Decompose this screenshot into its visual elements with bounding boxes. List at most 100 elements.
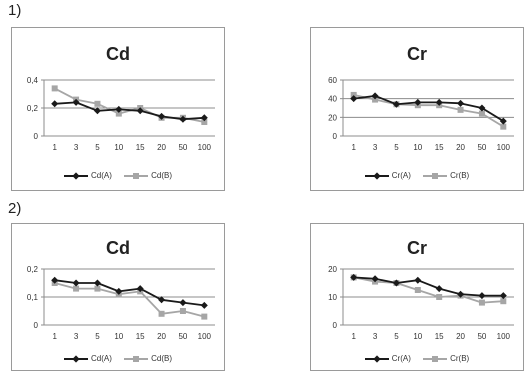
section-label-2: 2) <box>8 200 22 217</box>
x-tick-label: 50 <box>477 332 486 341</box>
y-tick-label: 60 <box>328 76 337 85</box>
data-point-a <box>392 279 400 287</box>
data-point-b <box>457 106 464 113</box>
legend-swatch-b <box>423 172 448 180</box>
series-line-b <box>54 282 205 318</box>
data-point-b <box>51 85 58 92</box>
x-tick-label: 10 <box>114 332 123 341</box>
data-point-a <box>392 100 400 108</box>
chart-title: Cr <box>406 238 427 258</box>
y-tick-label: 0 <box>34 321 39 330</box>
legend-item-b: Cr(B) <box>423 354 469 363</box>
chart-title: Cd <box>106 44 130 64</box>
data-point-a <box>158 112 166 120</box>
x-tick-label: 10 <box>114 143 123 152</box>
chart-title: Cd <box>106 238 130 258</box>
x-tick-label: 1 <box>351 143 356 152</box>
legend-label-a: Cr(A) <box>391 171 411 180</box>
chart-title: Cr <box>406 44 427 64</box>
data-point-a <box>499 117 507 125</box>
y-tick-label: 0,1 <box>27 293 39 302</box>
data-point-b <box>478 299 485 306</box>
data-point-a <box>72 98 80 106</box>
data-point-b <box>115 110 122 117</box>
data-point-a <box>435 285 443 293</box>
legend: Cd(A) Cd(B) <box>12 354 224 365</box>
legend-swatch-b <box>423 355 448 363</box>
data-point-a <box>93 279 101 287</box>
plot-area: 0 0,2 0,4 1 3 5 10 15 20 50 100 <box>27 76 215 152</box>
data-point-b <box>201 119 208 125</box>
legend: Cd(A) Cd(B) <box>12 171 224 182</box>
x-tick-label: 100 <box>497 332 511 341</box>
chart-cr-2: Cr 0 10 20 1 3 5 10 15 20 50 100 Cr(A) Cr(B) <box>310 223 524 371</box>
data-point-b <box>73 285 80 292</box>
data-point-a <box>158 296 166 304</box>
x-tick-label: 50 <box>178 332 187 341</box>
y-tick-label: 0 <box>333 132 338 141</box>
legend-label-b: Cd(B) <box>151 171 172 180</box>
x-tick-label: 5 <box>95 143 100 152</box>
x-tick-label: 100 <box>198 332 212 341</box>
data-point-a <box>93 107 101 115</box>
y-tick-label: 20 <box>328 265 337 274</box>
section-label-1: 1) <box>8 2 22 19</box>
data-point-a <box>435 98 443 106</box>
data-point-b <box>350 91 357 98</box>
legend-item-b: Cd(B) <box>124 171 172 180</box>
y-tick-label: 0 <box>34 132 39 141</box>
data-point-b <box>94 100 101 107</box>
data-point-a <box>179 115 187 123</box>
y-tick-label: 40 <box>328 95 337 104</box>
data-point-a <box>51 276 59 284</box>
data-point-a <box>457 290 465 298</box>
data-point-b <box>179 308 186 314</box>
data-point-a <box>478 292 486 300</box>
series-line-b <box>353 276 504 304</box>
x-tick-label: 5 <box>394 332 399 341</box>
chart-cr-1: Cr 0 20 40 60 1 3 5 10 15 20 50 100 Cr(A) Cr(B) <box>310 27 524 191</box>
legend-swatch-a <box>364 171 389 180</box>
y-tick-label: 0 <box>333 321 338 330</box>
x-tick-label: 100 <box>198 143 212 152</box>
legend-swatch-a <box>364 354 389 363</box>
data-point-a <box>371 275 379 283</box>
plot-area: 0 10 20 1 3 5 10 15 20 50 100 <box>328 265 514 341</box>
legend-swatch-a <box>63 354 88 363</box>
legend-label-b: Cd(B) <box>151 354 172 363</box>
x-tick-label: 1 <box>52 332 57 341</box>
data-point-b <box>500 123 507 130</box>
legend-item-b: Cr(B) <box>423 171 469 180</box>
data-point-a <box>200 301 208 309</box>
data-point-a <box>414 276 422 284</box>
legend-item-a: Cr(A) <box>364 354 411 363</box>
data-point-b <box>414 287 421 293</box>
legend-swatch-a <box>63 171 88 180</box>
data-point-a <box>350 95 358 103</box>
y-tick-label: 0,2 <box>27 104 39 113</box>
series-line-a <box>54 279 205 307</box>
series-line-a <box>54 101 205 121</box>
legend: Cr(A) Cr(B) <box>311 171 523 182</box>
legend-label-a: Cr(A) <box>391 354 411 363</box>
y-tick-label: 20 <box>328 113 337 122</box>
data-point-b <box>436 294 443 300</box>
y-tick-label: 0,2 <box>27 265 39 274</box>
x-tick-label: 20 <box>456 332 465 341</box>
data-point-b <box>201 313 208 320</box>
x-tick-label: 10 <box>413 332 422 341</box>
x-tick-label: 3 <box>373 332 378 341</box>
legend-label-a: Cd(A) <box>90 171 112 180</box>
data-point-a <box>115 287 123 295</box>
y-tick-label: 0,4 <box>27 76 39 85</box>
x-tick-label: 100 <box>497 143 511 152</box>
x-tick-label: 50 <box>178 143 187 152</box>
data-point-a <box>350 273 358 281</box>
legend-label-a: Cd(A) <box>90 354 112 363</box>
data-point-b <box>500 298 507 305</box>
x-tick-label: 3 <box>74 143 79 152</box>
x-tick-label: 1 <box>351 332 356 341</box>
plot-area: 0 20 40 60 1 3 5 10 15 20 50 100 <box>328 76 514 152</box>
data-point-b <box>158 310 165 317</box>
legend-item-a: Cr(A) <box>364 171 411 180</box>
